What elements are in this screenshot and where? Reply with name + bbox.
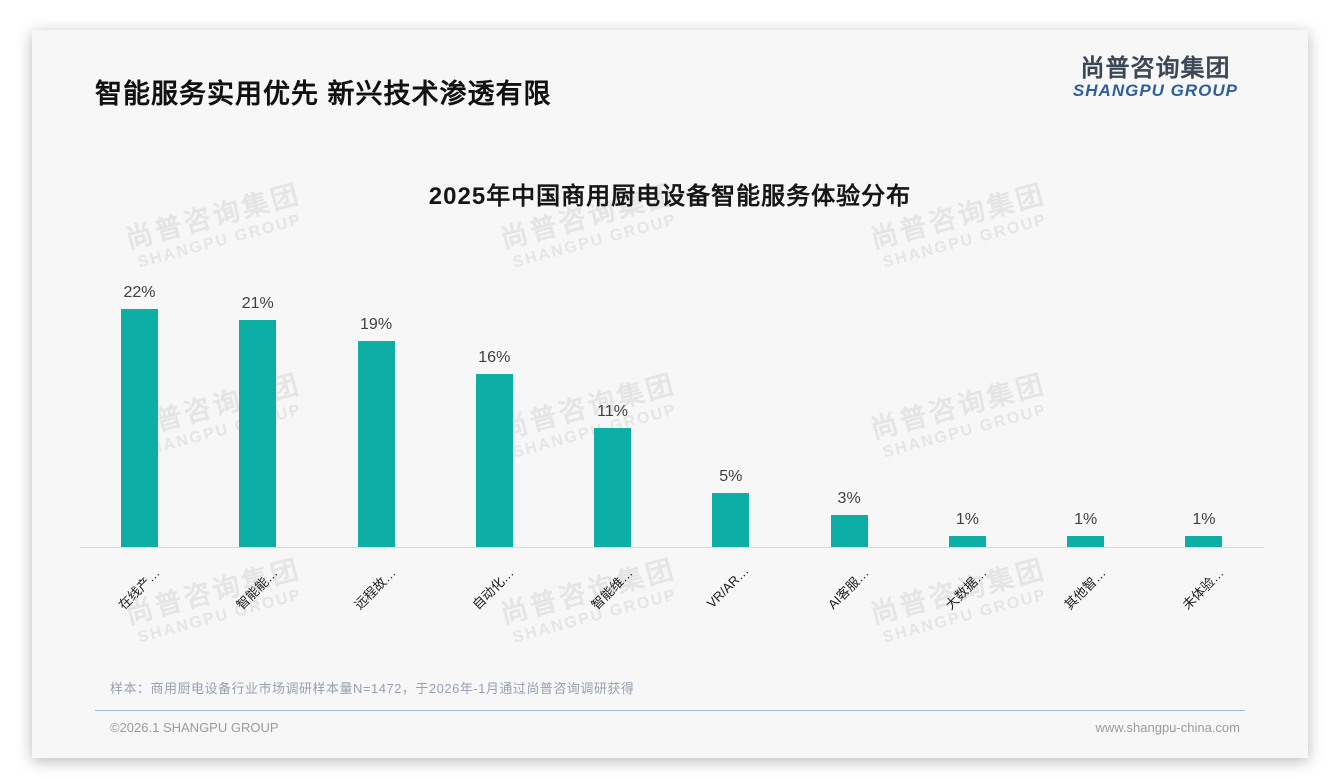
x-axis-label: 远程故… bbox=[351, 565, 399, 613]
bar-chart: 2025年中国商用厨电设备智能服务体验分布 22% 在线产… 21% 智能能… 19% 远… bbox=[32, 30, 1308, 758]
bar bbox=[1185, 536, 1223, 547]
bar-value-label: 1% bbox=[1074, 511, 1098, 528]
x-axis-label: 在线产… bbox=[114, 565, 163, 613]
bar bbox=[121, 309, 158, 547]
sample-note: 样本：商用厨电设备行业市场调研样本量N=1472，于2026年-1月通过尚普咨询… bbox=[110, 681, 635, 696]
bar-value-label: 3% bbox=[837, 490, 861, 507]
bar-value-label: 11% bbox=[597, 403, 628, 420]
logo-english-text: SHANGPU GROUP bbox=[1072, 81, 1238, 101]
bar bbox=[357, 341, 395, 547]
bar bbox=[239, 320, 277, 547]
x-axis-label: 未体验… bbox=[1179, 565, 1227, 613]
bar bbox=[1067, 536, 1105, 547]
slide: 智能服务实用优先 新兴技术渗透有限 尚普咨询集团 SHANGPU GROUP 尚… bbox=[32, 30, 1308, 758]
footer-divider bbox=[95, 710, 1245, 711]
bar-value-label: 21% bbox=[241, 295, 274, 312]
bar-value-label: 22% bbox=[123, 284, 156, 301]
logo-chinese-text: 尚普咨询集团 bbox=[1080, 55, 1231, 82]
bar-value-label: 19% bbox=[360, 316, 393, 333]
x-axis-label: AI客服… bbox=[824, 565, 872, 613]
company-logo: 尚普咨询集团 SHANGPU GROUP bbox=[1072, 55, 1238, 101]
x-axis-label: 自动化… bbox=[469, 565, 518, 613]
chart-title: 2025年中国商用厨电设备智能服务体验分布 bbox=[428, 183, 912, 210]
bar bbox=[594, 428, 632, 547]
x-axis-label: 智能能… bbox=[233, 565, 281, 613]
page-title: 智能服务实用优先 新兴技术渗透有限 bbox=[95, 79, 552, 109]
bar-value-label: 1% bbox=[955, 511, 979, 528]
footer-website: www.shangpu-china.com bbox=[1095, 720, 1240, 735]
bar bbox=[948, 536, 986, 547]
x-axis-label: VR/AR… bbox=[703, 563, 752, 611]
footer-copyright: ©2026.1 SHANGPU GROUP bbox=[110, 720, 279, 735]
x-axis-label: 智能维… bbox=[587, 565, 636, 613]
bar bbox=[475, 374, 513, 547]
bar-value-label: 16% bbox=[478, 349, 511, 366]
bar bbox=[712, 493, 750, 547]
x-axis-label: 其他智… bbox=[1060, 565, 1109, 613]
bar bbox=[830, 515, 868, 547]
bar-value-label: 1% bbox=[1192, 511, 1216, 528]
x-axis-label: 大数据… bbox=[942, 565, 991, 613]
bar-value-label: 5% bbox=[719, 468, 743, 485]
x-axis-line bbox=[80, 547, 1264, 548]
